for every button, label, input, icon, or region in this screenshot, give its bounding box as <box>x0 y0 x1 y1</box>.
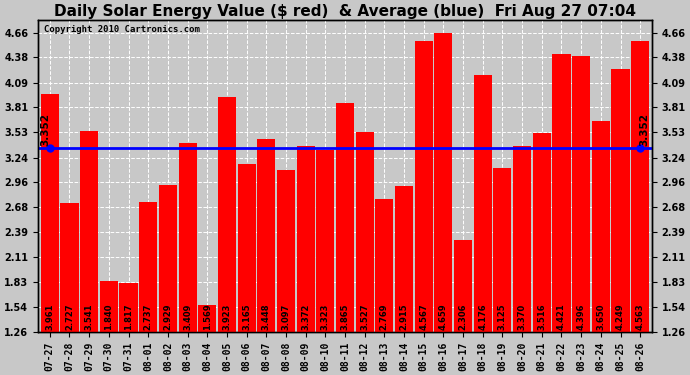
Text: 3.125: 3.125 <box>498 303 507 330</box>
Bar <box>119 283 137 375</box>
Bar <box>336 103 354 375</box>
Bar <box>553 54 571 375</box>
Bar <box>297 146 315 375</box>
Title: Daily Solar Energy Value ($ red)  & Average (blue)  Fri Aug 27 07:04: Daily Solar Energy Value ($ red) & Avera… <box>54 4 636 19</box>
Bar <box>611 69 629 375</box>
Text: 3.541: 3.541 <box>85 303 94 330</box>
Bar <box>631 41 649 375</box>
Bar <box>237 164 256 375</box>
Text: 3.923: 3.923 <box>222 304 231 330</box>
Text: 3.448: 3.448 <box>262 303 270 330</box>
Text: 3.370: 3.370 <box>518 304 526 330</box>
Bar <box>434 33 453 375</box>
Bar <box>493 168 511 375</box>
Bar <box>375 199 393 375</box>
Bar <box>355 132 374 375</box>
Text: 3.165: 3.165 <box>242 303 251 330</box>
Text: 3.961: 3.961 <box>46 303 55 330</box>
Bar <box>474 75 492 375</box>
Bar <box>61 203 79 375</box>
Bar <box>513 146 531 375</box>
Text: 2.727: 2.727 <box>65 303 74 330</box>
Bar <box>41 94 59 375</box>
Text: 2.929: 2.929 <box>164 303 172 330</box>
Text: 3.409: 3.409 <box>183 304 192 330</box>
Text: 2.769: 2.769 <box>380 303 389 330</box>
Text: 4.659: 4.659 <box>439 303 448 330</box>
Text: 1.817: 1.817 <box>124 303 133 330</box>
Text: 3.865: 3.865 <box>340 303 350 330</box>
Text: 3.650: 3.650 <box>596 303 605 330</box>
Text: 2.306: 2.306 <box>459 303 468 330</box>
Bar <box>179 143 197 375</box>
Text: 4.421: 4.421 <box>557 303 566 330</box>
Text: 3.352: 3.352 <box>639 113 649 146</box>
Bar <box>572 56 590 375</box>
Bar <box>139 202 157 375</box>
Text: 4.176: 4.176 <box>478 303 487 330</box>
Bar <box>533 133 551 375</box>
Bar <box>257 139 275 375</box>
Bar <box>415 41 433 375</box>
Text: 3.323: 3.323 <box>321 304 330 330</box>
Bar <box>454 240 472 375</box>
Bar <box>100 281 118 375</box>
Text: 3.097: 3.097 <box>282 304 290 330</box>
Bar <box>277 170 295 375</box>
Text: 2.915: 2.915 <box>400 303 408 330</box>
Text: 2.737: 2.737 <box>144 304 152 330</box>
Text: 4.396: 4.396 <box>577 303 586 330</box>
Text: 3.527: 3.527 <box>360 303 369 330</box>
Text: 3.516: 3.516 <box>538 303 546 330</box>
Text: Copyright 2010 Cartronics.com: Copyright 2010 Cartronics.com <box>44 25 200 34</box>
Bar <box>80 131 98 375</box>
Bar <box>198 304 216 375</box>
Bar <box>395 186 413 375</box>
Text: 3.352: 3.352 <box>41 113 51 146</box>
Text: 3.372: 3.372 <box>301 304 310 330</box>
Bar <box>592 122 610 375</box>
Text: 4.563: 4.563 <box>635 303 644 330</box>
Bar <box>218 98 236 375</box>
Text: 1.840: 1.840 <box>104 303 113 330</box>
Bar <box>316 150 335 375</box>
Text: 4.567: 4.567 <box>420 303 428 330</box>
Text: 1.569: 1.569 <box>203 303 212 330</box>
Bar <box>159 185 177 375</box>
Text: 4.249: 4.249 <box>616 303 625 330</box>
